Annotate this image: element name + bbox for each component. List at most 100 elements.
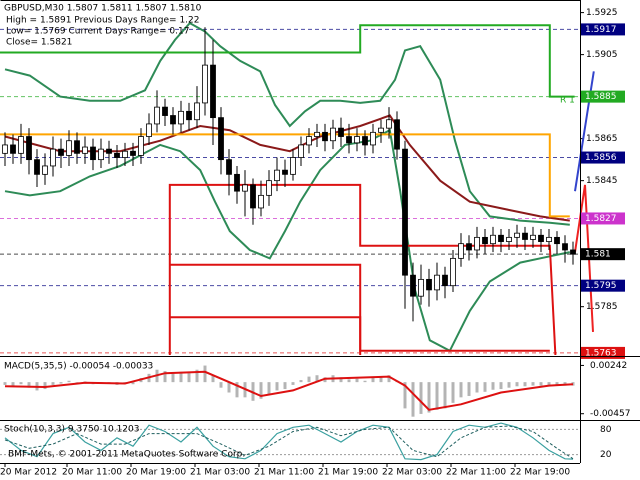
macd-bar [443,382,447,409]
macd-bar [131,382,135,385]
macd-bar [507,382,511,388]
candle-body [498,234,504,242]
candle-body [58,148,64,156]
macd-bar [211,375,215,383]
price-marker [581,90,625,103]
info-line: Low= 1.5769 Current Days Range= 0.17 [6,27,189,37]
macd-bar [187,373,191,383]
candle-body [218,117,224,161]
macd-bar [539,382,543,386]
candle-body [482,236,488,245]
y-tick-label: 80 [600,425,612,435]
price-marker [581,151,625,164]
macd-bar [315,375,319,383]
macd-bar [179,371,183,383]
candle-body [370,131,376,146]
candle-body [354,136,360,144]
candle-body [2,144,8,154]
price-marker-label: 1.5917 [585,25,617,35]
candle-body [522,232,528,240]
macd-bar [571,382,575,386]
macd-bar [483,382,487,392]
macd-bar [459,382,463,398]
price-marker-label: 1.581 [585,250,611,260]
candle-body [338,127,344,137]
candle-body [442,274,448,287]
y-tick-label: 1.5865 [586,134,618,144]
macd-bar [19,382,23,385]
candle-body [362,136,368,146]
candle-body [186,110,192,121]
macd-bar [307,376,311,383]
macd-bar [43,382,47,390]
macd-bar [291,382,295,385]
info-line: High = 1.5891 Previous Days Range= 1.22 [6,16,199,26]
candle-body [410,274,416,297]
macd-bar [411,382,415,417]
price-marker [581,279,625,292]
macd-bar [227,382,231,393]
candle-body [290,157,296,175]
candle-body [242,184,248,192]
macd-bar [163,371,167,383]
y-tick-label: 20 [600,450,612,460]
candle-body [546,236,552,242]
macd-bar [59,382,63,384]
price-marker-label: 1.5827 [585,214,617,224]
macd-bar [299,380,303,383]
candle-body [282,169,288,175]
candle-body [130,150,136,156]
candle-body [378,127,384,133]
candle-body [234,173,240,192]
macd-bar [235,382,239,398]
candle-body [26,136,32,161]
candle-body [466,243,472,251]
x-tick-label: 22 Mar 11:00 [446,468,506,478]
candle-body [570,249,576,255]
macd-bar [51,382,55,385]
candle-body [306,136,312,146]
y-tick-label: 1.5845 [586,176,618,186]
candle-body [346,136,352,144]
candle-body [210,64,216,119]
candle-body [74,140,80,154]
candle-body [274,169,280,182]
macd-bar [427,382,431,413]
candle-body [506,236,512,242]
candle-body [98,148,104,161]
macd-signal [4,370,574,411]
candle-body [50,148,56,167]
indicator-line [0,133,570,218]
indicator-line [4,114,570,222]
macd-bar [451,382,455,403]
candle-body [138,136,144,156]
macd-label: MACD(5,35,5) -0.00054 -0.00033 [4,362,153,372]
x-tick-label: 21 Mar 03:00 [190,468,250,478]
macd-bar [475,382,479,393]
candle-body [434,274,440,291]
macd-bar [11,382,15,387]
macd-bar [547,382,551,385]
price-marker [581,248,625,261]
x-tick-label: 22 Mar 03:00 [382,468,442,478]
layers: 1.5925 1.5905 1.5865 1.5845 1.5785 1.5917 1.58… [0,4,630,478]
y-tick-label: 1.5925 [586,8,618,18]
candle-body [258,194,264,209]
macd-bar [555,382,559,385]
candle-body [562,243,568,251]
macd-bar [371,378,375,383]
candle-body [194,102,200,121]
y-tick-label: 1.5785 [586,302,618,312]
macd-bar [75,382,79,383]
candle-body [154,106,160,125]
macd-bar [467,382,471,396]
candle-body [266,180,272,196]
candle-body [418,278,424,297]
price-marker-label: 1.5856 [585,153,617,163]
macd-bar [267,382,271,395]
macd-bar [219,382,223,388]
price-marker [581,346,625,359]
candle-body [554,236,560,245]
